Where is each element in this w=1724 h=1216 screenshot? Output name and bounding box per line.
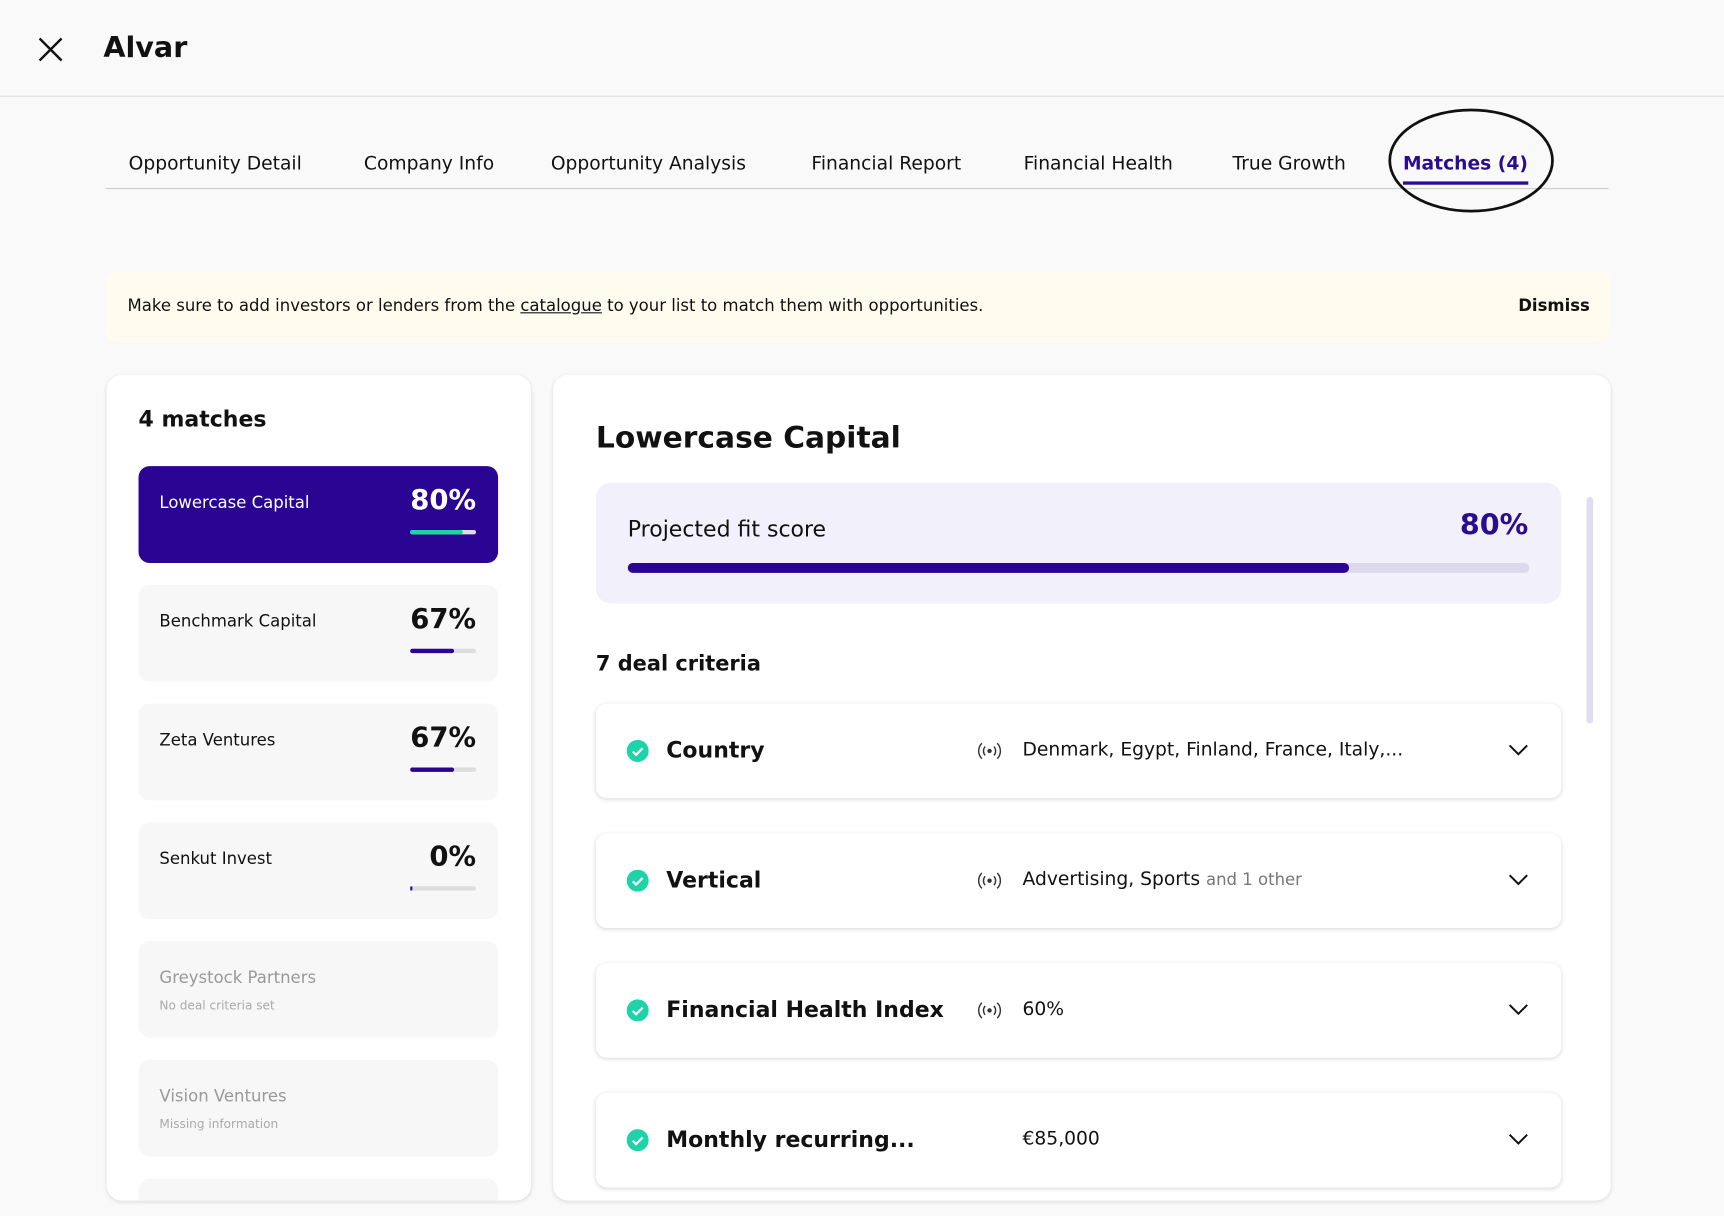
- check-icon: [626, 1129, 649, 1152]
- catalogue-link[interactable]: catalogue: [520, 295, 602, 316]
- fit-label: Projected fit score: [627, 515, 827, 543]
- scrollbar: [1586, 496, 1594, 724]
- tab[interactable]: Financial Health: [1023, 152, 1173, 175]
- signal-icon: [978, 1002, 1002, 1019]
- top-bar: Alvar: [0, 0, 1724, 97]
- banner-text: Make sure to add investors or lenders fr…: [127, 295, 516, 316]
- tab[interactable]: Opportunity Analysis: [550, 152, 746, 175]
- tab[interactable]: Opportunity Detail: [128, 152, 302, 175]
- fit-score-box: Projected fit score 80%: [595, 482, 1562, 604]
- matches-panel: 4 matches Lowercase Capital 80% Benchmark …: [106, 374, 532, 1201]
- check-icon: [626, 739, 649, 762]
- match-note: Missing information: [159, 1117, 279, 1132]
- criterion-extra: and 1 other: [1206, 869, 1302, 890]
- fit-score: 80%: [1459, 509, 1529, 543]
- score-bar: [410, 886, 413, 891]
- detail-title: Lowercase Capital: [595, 421, 901, 456]
- criterion-name: Country: [666, 736, 765, 764]
- match-card[interactable]: Vision Ventures Missing information: [138, 1059, 499, 1157]
- detail-panel: Lowercase Capital Projected fit score 80…: [553, 374, 1611, 1201]
- dismiss-button[interactable]: Dismiss: [1518, 295, 1590, 316]
- match-name: Senkut Invest: [159, 848, 272, 869]
- criterion-name: Vertical: [666, 866, 762, 893]
- score-bar: [410, 529, 463, 535]
- matches-heading: 4 matches: [138, 405, 267, 433]
- match-name: Vision Ventures: [159, 1086, 287, 1107]
- score-track: [410, 767, 477, 772]
- criterion-value: 60%: [1023, 998, 1065, 1020]
- score-bar: [410, 648, 455, 654]
- criterion-name: Financial Health Index: [666, 996, 944, 1023]
- criterion-value: Advertising, Sports and 1 other: [1023, 869, 1302, 891]
- criterion-card[interactable]: Financial Health Index 60%: [595, 963, 1562, 1058]
- match-name: Lowercase Capital: [159, 492, 310, 513]
- signal-icon: [978, 872, 1002, 889]
- criteria-heading: 7 deal criteria: [595, 651, 761, 677]
- match-note: No deal criteria set: [159, 998, 275, 1013]
- expand-chevron[interactable]: [1507, 1003, 1529, 1016]
- match-name: Greystock Partners: [159, 967, 317, 988]
- banner-text: Make sure to add investors or lenders fr…: [128, 296, 984, 316]
- fit-bar: [627, 562, 1350, 573]
- signal-icon: [978, 742, 1002, 760]
- match-card[interactable]: Senkut Invest 0%: [138, 822, 499, 920]
- score-track: [410, 886, 477, 891]
- expand-chevron[interactable]: [1507, 1132, 1529, 1145]
- match-card[interactable]: Greystock Partners No deal criteria set: [138, 941, 499, 1038]
- banner-text: to your list to match them with opportun…: [607, 295, 984, 316]
- tab[interactable]: True Growth: [1232, 152, 1346, 175]
- match-card[interactable]: Benchmark Capital 67%: [138, 584, 499, 682]
- expand-chevron[interactable]: [1507, 873, 1529, 886]
- tab[interactable]: Financial Report: [811, 152, 962, 175]
- highlight-ellipse: [1388, 108, 1554, 213]
- tab-divider: [105, 188, 1609, 190]
- match-card[interactable]: Zeta Ventures 67%: [138, 703, 499, 801]
- match-card: [138, 1178, 499, 1201]
- match-name: Zeta Ventures: [159, 730, 276, 750]
- criterion-value: Advertising, Sports: [1022, 868, 1201, 891]
- criterion-value: €85,000: [1022, 1128, 1100, 1151]
- match-score: 80%: [410, 483, 477, 516]
- score-track: [410, 529, 477, 535]
- match-card[interactable]: Lowercase Capital 80%: [138, 466, 499, 563]
- score-track: [410, 648, 477, 654]
- expand-chevron[interactable]: [1507, 743, 1529, 756]
- page-title: Alvar: [103, 31, 188, 65]
- check-icon: [626, 869, 649, 892]
- match-score: 67%: [410, 721, 477, 754]
- criterion-name: Monthly recurring...: [666, 1125, 915, 1153]
- check-icon: [626, 999, 649, 1022]
- tab[interactable]: Matches (4): [1402, 153, 1528, 185]
- score-bar: [410, 767, 455, 772]
- criterion-card[interactable]: Monthly recurring... €85,000: [595, 1092, 1562, 1188]
- criterion-value: Denmark, Egypt, Finland, France, Italy,.…: [1023, 739, 1404, 761]
- tab[interactable]: Company Info: [363, 152, 495, 175]
- match-score: 0%: [429, 840, 477, 872]
- criterion-value: €85,000: [1023, 1128, 1100, 1150]
- criterion-value: 60%: [1022, 998, 1065, 1021]
- fit-track: [627, 562, 1530, 573]
- criterion-card[interactable]: Country Denmark, Egypt, Finland, France, …: [595, 703, 1562, 799]
- match-score: 67%: [410, 602, 477, 635]
- info-banner: Make sure to add investors or lenders fr…: [105, 271, 1611, 342]
- close-button[interactable]: [37, 36, 63, 62]
- criterion-card[interactable]: Vertical Advertising, Sports and 1 other: [595, 833, 1562, 928]
- criterion-value: Denmark, Egypt, Finland, France, Italy,.…: [1022, 738, 1404, 761]
- match-name: Benchmark Capital: [159, 611, 317, 632]
